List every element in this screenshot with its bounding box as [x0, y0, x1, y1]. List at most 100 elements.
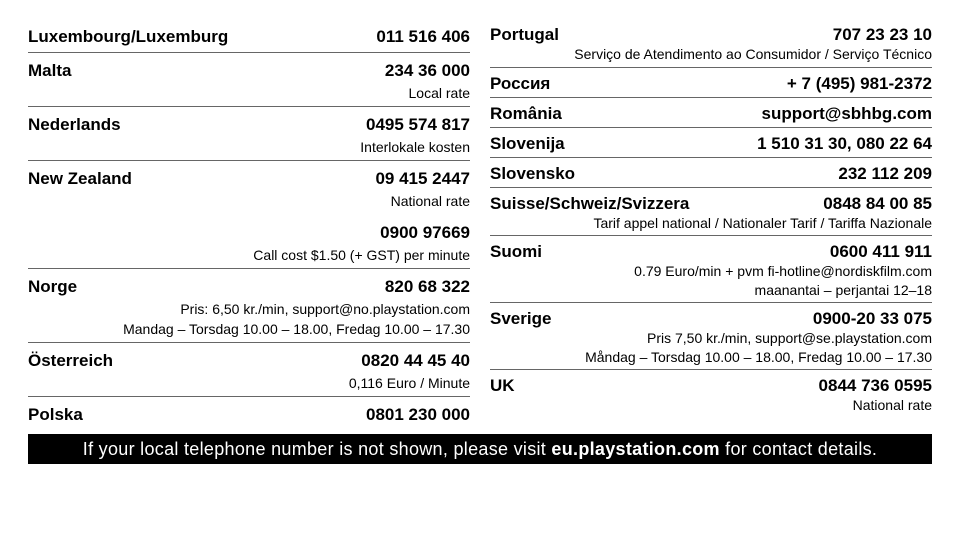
contact-note: maanantai – perjantai 12–18 — [754, 281, 932, 298]
phone-number[interactable]: 0820 44 45 40 — [361, 351, 470, 370]
country-name: Nederlands — [28, 115, 121, 134]
contact-main-line: Nederlands 0495 574 817 — [28, 113, 470, 137]
contact-block: Norge 820 68 322 Pris: 6,50 kr./min, suppo… — [28, 275, 470, 339]
phone-number[interactable]: 1 510 31 30, 080 22 64 — [757, 133, 932, 153]
phone-number[interactable]: support@sbhbg.com — [761, 103, 932, 123]
phone-number[interactable]: 0900 97669 — [380, 223, 470, 242]
banner-link[interactable]: eu.playstation.com — [551, 439, 720, 459]
banner-text-after: for contact details. — [719, 439, 878, 459]
country-name: Sverige — [490, 309, 552, 328]
banner-text-before: If your local telephone number is not sh… — [82, 439, 552, 459]
country-entry: Luxembourg/Luxemburg 011 516 406 — [28, 25, 470, 52]
contact-block: Sverige 0900-20 33 075 Pris 7,50 kr./min, … — [490, 309, 932, 366]
contact-main-line: Suomi 0600 411 911 — [490, 242, 932, 262]
country-name: UK — [490, 376, 515, 395]
contact-block: UK 0844 736 0595 National rate — [490, 376, 932, 415]
phone-number[interactable]: 011 516 406 — [376, 27, 470, 46]
contact-block: Polska 0801 230 000 — [28, 403, 470, 427]
contact-column-right: Portugal 707 23 23 10 Serviço de Atendimen… — [490, 25, 932, 418]
phone-number[interactable]: 234 36 000 — [384, 61, 470, 80]
country-entry: Österreich 0820 44 45 40 0,116 Euro / Minu… — [28, 342, 470, 396]
country-name: Portugal — [490, 25, 559, 44]
contact-block: Suomi 0600 411 911 0.79 Euro/min + pvm fi-… — [490, 242, 932, 299]
country-entry: Suomi 0600 411 911 0.79 Euro/min + pvm fi-… — [490, 235, 932, 302]
contact-block: Nederlands 0495 574 817 Interlokale kosten — [28, 113, 470, 157]
contact-main-line: Sverige 0900-20 33 075 — [490, 309, 932, 329]
country-name: Россия — [490, 73, 551, 93]
country-entry: Slovensko 232 112 209 — [490, 156, 932, 187]
contact-main-line: România support@sbhbg.com — [490, 104, 932, 124]
contact-main-line: Portugal 707 23 23 10 — [490, 25, 932, 45]
country-name: Suomi — [490, 242, 542, 261]
country-entry: Sverige 0900-20 33 075 Pris 7,50 kr./min, … — [490, 302, 932, 369]
contact-note: Interlokale kosten — [360, 139, 470, 155]
contact-note: Serviço de Atendimento ao Consumidor / S… — [574, 46, 932, 62]
contact-block: Россия + 7 (495) 981-2372 — [490, 74, 932, 94]
contact-block: Portugal 707 23 23 10 Serviço de Atendimen… — [490, 25, 932, 64]
phone-number[interactable]: 0495 574 817 — [366, 115, 470, 134]
contact-main-line: Slovenija 1 510 31 30, 080 22 64 — [490, 134, 932, 154]
phone-number[interactable]: 0600 411 911 — [829, 242, 932, 261]
country-name: Suisse/Schweiz/Svizzera — [490, 193, 690, 213]
contact-main-line: Slovensko 232 112 209 — [490, 164, 932, 184]
country-entry: Portugal 707 23 23 10 Serviço de Atendimen… — [490, 25, 932, 67]
phone-number[interactable]: 820 68 322 — [384, 277, 470, 296]
country-name: Norge — [28, 277, 78, 296]
contact-block: Slovenija 1 510 31 30, 080 22 64 — [490, 134, 932, 154]
contact-block: Slovensko 232 112 209 — [490, 164, 932, 184]
contact-main-line: Suisse/Schweiz/Svizzera 0848 84 00 85 — [490, 194, 932, 214]
country-entry: Россия + 7 (495) 981-2372 — [490, 66, 932, 97]
contact-block: Luxembourg/Luxemburg 011 516 406 — [28, 25, 470, 49]
country-entry: Suisse/Schweiz/Svizzera 0848 84 00 85 Tari… — [490, 186, 932, 236]
contact-main-line: Polska 0801 230 000 — [28, 403, 470, 427]
contact-note: 0,116 Euro / Minute — [348, 375, 470, 391]
contact-note: Tarif appel national / Nationaler Tarif … — [593, 214, 932, 231]
contact-note: National rate — [390, 193, 470, 209]
phone-number[interactable]: 232 112 209 — [838, 163, 932, 183]
contact-block: 0900 97669 Call cost $1.50 (+ GST) per mi… — [28, 221, 470, 265]
contact-main-line: Россия + 7 (495) 981-2372 — [490, 74, 932, 94]
country-name: Malta — [28, 61, 72, 80]
contact-block: New Zealand 09 415 2447 National rate — [28, 167, 470, 211]
contact-column-left: Luxembourg/Luxemburg 011 516 406 Malta 234 … — [28, 25, 470, 430]
contact-note: Local rate — [408, 85, 470, 101]
phone-number[interactable]: 0844 736 0595 — [818, 376, 932, 395]
contact-main-line: New Zealand 09 415 2447 — [28, 167, 470, 191]
contact-block: Malta 234 36 000 Local rate — [28, 59, 470, 103]
phone-number[interactable]: 0900-20 33 075 — [812, 309, 932, 328]
country-name: Luxembourg/Luxemburg — [28, 27, 229, 46]
country-entry: Polska 0801 230 000 — [28, 396, 470, 430]
contact-main-line: Österreich 0820 44 45 40 — [28, 349, 470, 373]
contact-note: Call cost $1.50 (+ GST) per minute — [253, 247, 470, 263]
contact-main-line: 0900 97669 — [28, 221, 470, 245]
country-name: Slovenija — [490, 133, 565, 153]
phone-number[interactable]: 0801 230 000 — [366, 405, 470, 424]
contact-note: Mandag – Torsdag 10.00 – 18.00, Fredag 1… — [123, 321, 470, 337]
country-entry: Slovenija 1 510 31 30, 080 22 64 — [490, 126, 932, 157]
contact-note: National rate — [852, 397, 932, 413]
country-entry: UK 0844 736 0595 National rate — [490, 369, 932, 418]
phone-number[interactable]: 707 23 23 10 — [832, 25, 932, 44]
contact-note: Pris 7,50 kr./min, support@se.playstatio… — [647, 330, 932, 346]
contact-block: Suisse/Schweiz/Svizzera 0848 84 00 85 Tari… — [490, 194, 932, 233]
country-entry: Norge 820 68 322 Pris: 6,50 kr./min, suppo… — [28, 268, 470, 342]
country-entry: Nederlands 0495 574 817 Interlokale kosten — [28, 106, 470, 160]
contact-note: Måndag – Torsdag 10.00 – 18.00, Fredag 1… — [585, 348, 932, 365]
country-name: New Zealand — [28, 169, 132, 188]
contact-block: România support@sbhbg.com — [490, 104, 932, 124]
phone-number[interactable]: 09 415 2447 — [375, 169, 470, 188]
contact-note: 0.79 Euro/min + pvm fi-hotline@nordiskfi… — [634, 263, 932, 279]
contact-main-line: Luxembourg/Luxemburg 011 516 406 — [28, 25, 470, 49]
phone-number[interactable]: + 7 (495) 981-2372 — [786, 73, 932, 93]
contact-main-line: UK 0844 736 0595 — [490, 376, 932, 396]
contact-main-line: Norge 820 68 322 — [28, 275, 470, 299]
contact-block: Österreich 0820 44 45 40 0,116 Euro / Minu… — [28, 349, 470, 393]
country-name: Slovensko — [490, 163, 576, 183]
country-entry: New Zealand 09 415 2447 National rate 0900 … — [28, 160, 470, 268]
phone-number[interactable]: 0848 84 00 85 — [823, 193, 932, 213]
country-name: Polska — [28, 405, 83, 424]
footer-banner: If your local telephone number is not sh… — [28, 434, 932, 464]
contact-note: Pris: 6,50 kr./min, support@no.playstati… — [180, 301, 470, 317]
country-name: România — [490, 103, 562, 123]
country-entry: Malta 234 36 000 Local rate — [28, 52, 470, 106]
